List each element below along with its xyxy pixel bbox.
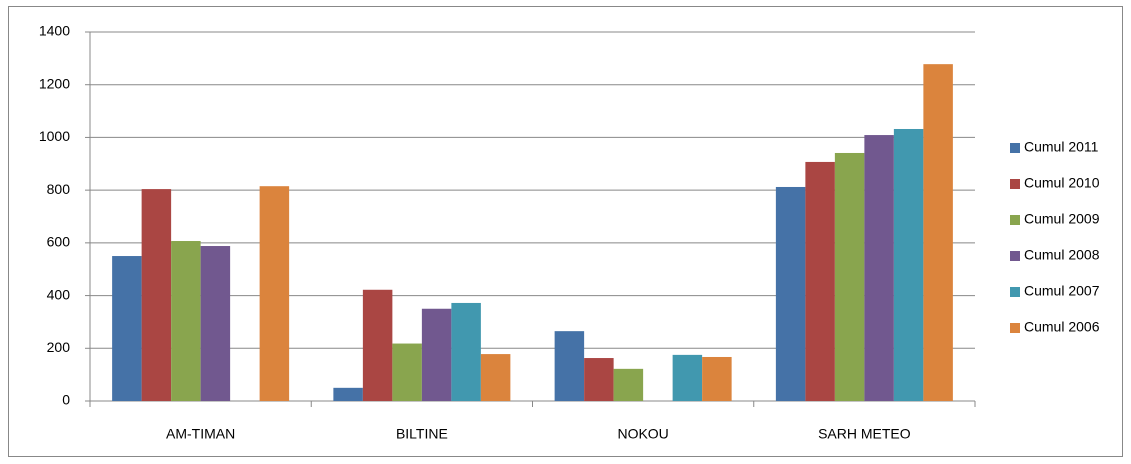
bar bbox=[672, 354, 703, 401]
bar bbox=[171, 241, 201, 401]
bar bbox=[259, 186, 290, 401]
legend-label: Cumul 2011 bbox=[1024, 139, 1099, 155]
bar bbox=[805, 161, 835, 401]
bar bbox=[362, 289, 393, 401]
bar bbox=[421, 308, 452, 401]
bar bbox=[554, 331, 585, 401]
legend-swatch bbox=[1010, 143, 1020, 153]
bar bbox=[333, 387, 363, 401]
y-tick-label: 200 bbox=[47, 339, 71, 355]
bar bbox=[392, 343, 422, 401]
legend-label: Cumul 2006 bbox=[1024, 319, 1100, 335]
bar bbox=[200, 246, 231, 401]
legend-label: Cumul 2009 bbox=[1024, 211, 1100, 227]
y-tick-label: 0 bbox=[62, 392, 70, 408]
y-tick-label: 800 bbox=[47, 181, 71, 197]
y-tick-label: 1400 bbox=[39, 23, 70, 39]
bar bbox=[451, 302, 481, 401]
bar bbox=[893, 128, 924, 401]
y-tick-label: 1200 bbox=[39, 75, 70, 91]
bar bbox=[923, 64, 953, 402]
bar bbox=[864, 135, 894, 401]
legend-label: Cumul 2007 bbox=[1024, 283, 1100, 299]
bar bbox=[834, 152, 865, 401]
x-tick-label: AM-TIMAN bbox=[166, 426, 235, 442]
x-tick-label: SARH METEO bbox=[818, 426, 911, 442]
y-tick-label: 1000 bbox=[39, 128, 70, 144]
legend-swatch bbox=[1010, 323, 1020, 333]
y-tick-label: 400 bbox=[47, 286, 71, 302]
legend-swatch bbox=[1010, 179, 1020, 189]
legend-swatch bbox=[1010, 215, 1020, 225]
legend-label: Cumul 2008 bbox=[1024, 247, 1100, 263]
legend-swatch bbox=[1010, 251, 1020, 261]
legend-swatch bbox=[1010, 287, 1020, 297]
x-tick-label: BILTINE bbox=[396, 426, 448, 442]
bar bbox=[480, 354, 511, 401]
bar bbox=[613, 368, 644, 401]
bar bbox=[141, 189, 172, 401]
bar bbox=[584, 358, 614, 401]
bar bbox=[112, 256, 142, 401]
bar bbox=[775, 186, 806, 401]
x-tick-label: NOKOU bbox=[617, 426, 668, 442]
bar bbox=[702, 356, 732, 401]
y-tick-label: 600 bbox=[47, 234, 71, 250]
legend-label: Cumul 2010 bbox=[1024, 175, 1100, 191]
